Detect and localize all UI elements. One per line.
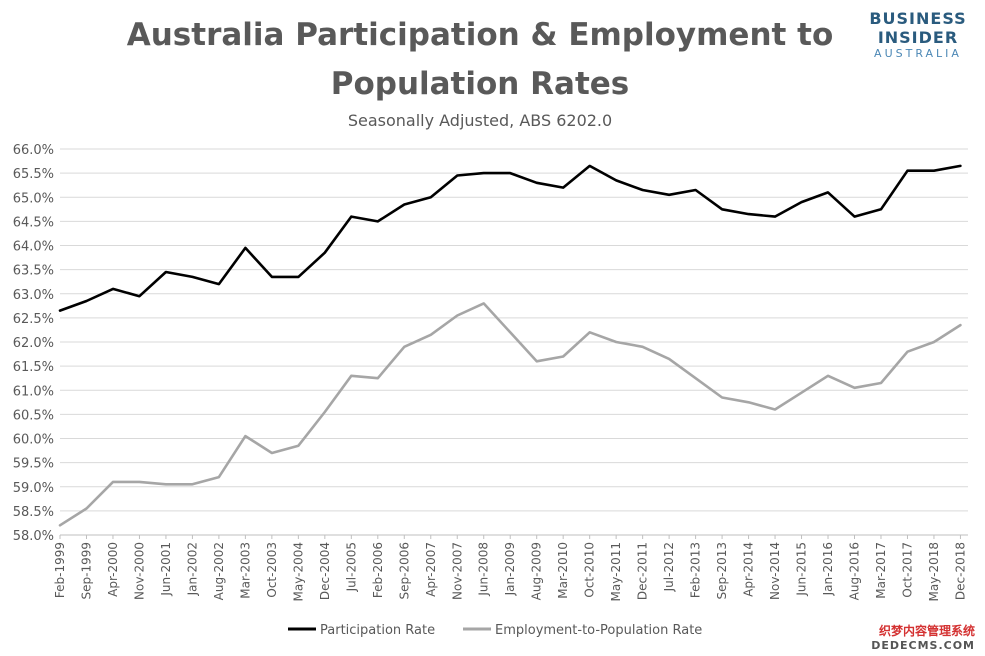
x-tick-label: Jun-2008 [477,542,491,597]
x-tick-label: Sep-2013 [715,542,729,600]
x-tick-label: Jun-2015 [795,542,809,597]
x-tick-label: Aug-2009 [530,542,544,600]
y-tick-label: 60.5% [13,408,54,423]
watermark-line2: DEDECMS.COM [871,639,975,652]
legend-label: Employment-to-Population Rate [495,623,702,638]
y-tick-label: 59.0% [13,481,54,496]
logo-line3: AUSTRALIA [874,47,962,60]
x-tick-label: Nov-2000 [132,542,146,600]
x-tick-label: Oct-2010 [583,542,597,598]
y-tick-label: 65.5% [13,167,54,182]
x-tick-label: May-2011 [609,542,623,601]
y-tick-label: 65.0% [13,191,54,206]
x-tick-label: Jun-2001 [159,542,173,597]
x-tick-label: Apr-2014 [742,542,756,597]
x-tick-label: Aug-2002 [212,542,226,600]
y-tick-label: 60.0% [13,433,54,448]
x-tick-label: Sep-2006 [397,542,411,600]
x-tick-label: Mar-2003 [238,542,252,599]
x-tick-label: Jul-2005 [344,542,358,592]
x-tick-label: Oct-2017 [900,542,914,598]
employment-rate-line [58,302,962,527]
business-insider-logo: BUSINESS INSIDER AUSTRALIA [862,9,974,61]
x-tick-label: Jul-2012 [662,542,676,592]
x-tick-label: Apr-2000 [106,542,120,597]
x-tick-label: Jan-2009 [503,542,517,596]
x-tick-label: Aug-2016 [848,542,862,600]
logo-line1: BUSINESS [869,9,967,28]
x-tick-label: Jan-2016 [821,542,835,596]
watermark-line1: 织梦内容管理系统 [878,624,975,638]
logo-line2: INSIDER [877,28,959,47]
y-tick-label: 66.0% [13,143,54,158]
x-tick-label: Feb-2013 [689,542,703,598]
x-tick-label: Dec-2004 [318,542,332,600]
x-tick-label: Mar-2010 [556,542,570,599]
x-tick-label: Sep-1999 [79,542,93,600]
y-tick-label: 62.0% [13,336,54,351]
x-tick-label: Nov-2014 [768,542,782,600]
legend-label: Participation Rate [320,623,435,638]
y-tick-label: 61.5% [13,360,54,375]
x-tick-label: May-2018 [927,542,941,601]
y-tick-label: 62.5% [13,312,54,327]
y-tick-label: 58.5% [13,505,54,520]
x-tick-label: Apr-2007 [424,542,438,597]
y-tick-label: 64.5% [13,215,54,230]
x-tick-label: Dec-2018 [953,542,967,600]
x-tick-label: Nov-2007 [450,542,464,600]
x-tick-label: Feb-1999 [53,542,67,598]
x-tick-label: May-2004 [291,542,305,601]
participation-rate-line [58,164,962,312]
x-tick-label: Dec-2011 [636,542,650,600]
x-tick-label: Mar-2017 [874,542,888,599]
y-tick-label: 63.0% [13,288,54,303]
chart-title-line2: Population Rates [330,66,630,102]
x-tick-label: Oct-2003 [265,542,279,598]
x-tick-label: Feb-2006 [371,542,385,598]
y-tick-label: 58.0% [13,529,54,544]
watermark: 织梦内容管理系统 DEDECMS.COM [871,622,975,652]
chart-title-line1: Australia Participation & Employment to [126,17,834,53]
y-tick-label: 63.5% [13,264,54,279]
y-tick-label: 61.0% [13,384,54,399]
y-tick-label: 64.0% [13,240,54,255]
x-tick-label: Jan-2002 [185,542,199,596]
chart-subtitle: Seasonally Adjusted, ABS 6202.0 [347,111,613,130]
y-tick-label: 59.5% [13,457,54,472]
